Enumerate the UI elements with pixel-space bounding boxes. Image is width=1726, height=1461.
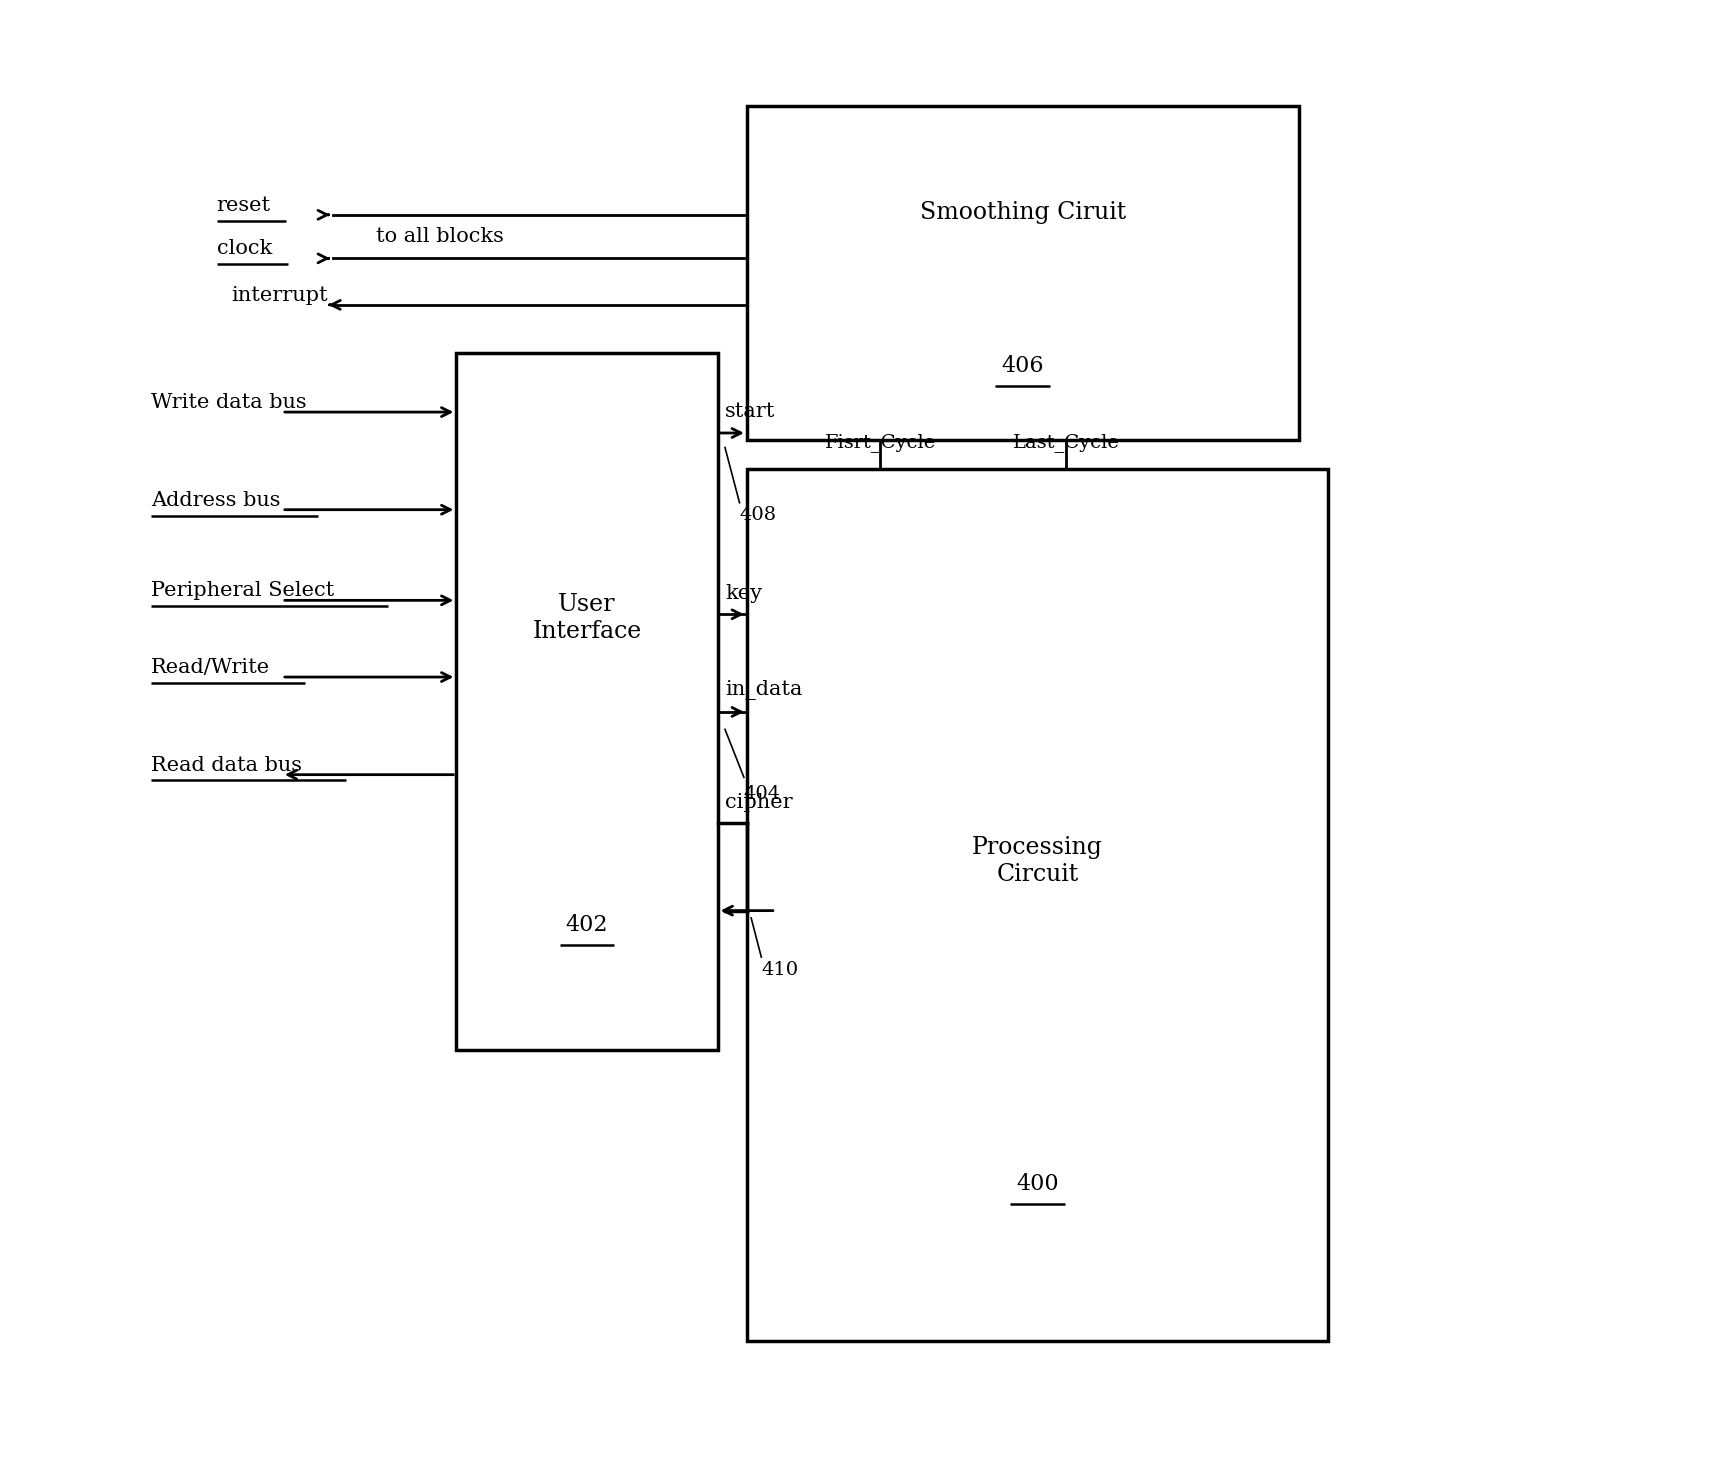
Text: 408: 408 [739, 506, 777, 523]
Text: 406: 406 [1001, 355, 1044, 377]
Text: Processing
Circuit: Processing Circuit [972, 837, 1103, 885]
Text: in_data: in_data [725, 681, 803, 700]
Text: Read data bus: Read data bus [152, 755, 302, 774]
Text: Smoothing Ciruit: Smoothing Ciruit [920, 202, 1125, 225]
Text: to all blocks: to all blocks [376, 226, 504, 245]
Text: 410: 410 [761, 961, 799, 979]
Text: Address bus: Address bus [152, 491, 281, 510]
Text: cipher: cipher [725, 793, 792, 812]
Text: Fisrt_Cycle: Fisrt_Cycle [825, 432, 935, 451]
Text: Write data bus: Write data bus [152, 393, 307, 412]
Bar [747, 105, 1298, 440]
Bar [456, 352, 718, 1050]
Text: key: key [725, 583, 763, 603]
Text: 404: 404 [744, 785, 780, 802]
Text: Last_Cycle: Last_Cycle [1013, 432, 1120, 451]
Text: Peripheral Select: Peripheral Select [152, 581, 335, 600]
Bar [747, 469, 1327, 1341]
Text: clock: clock [216, 240, 271, 259]
Text: start: start [725, 402, 775, 421]
Text: reset: reset [216, 196, 271, 215]
Text: Read/Write: Read/Write [152, 657, 271, 676]
Text: 402: 402 [566, 913, 608, 935]
Text: interrupt: interrupt [231, 286, 328, 305]
Text: 400: 400 [1017, 1173, 1058, 1195]
Text: User
Interface: User Interface [532, 593, 642, 643]
